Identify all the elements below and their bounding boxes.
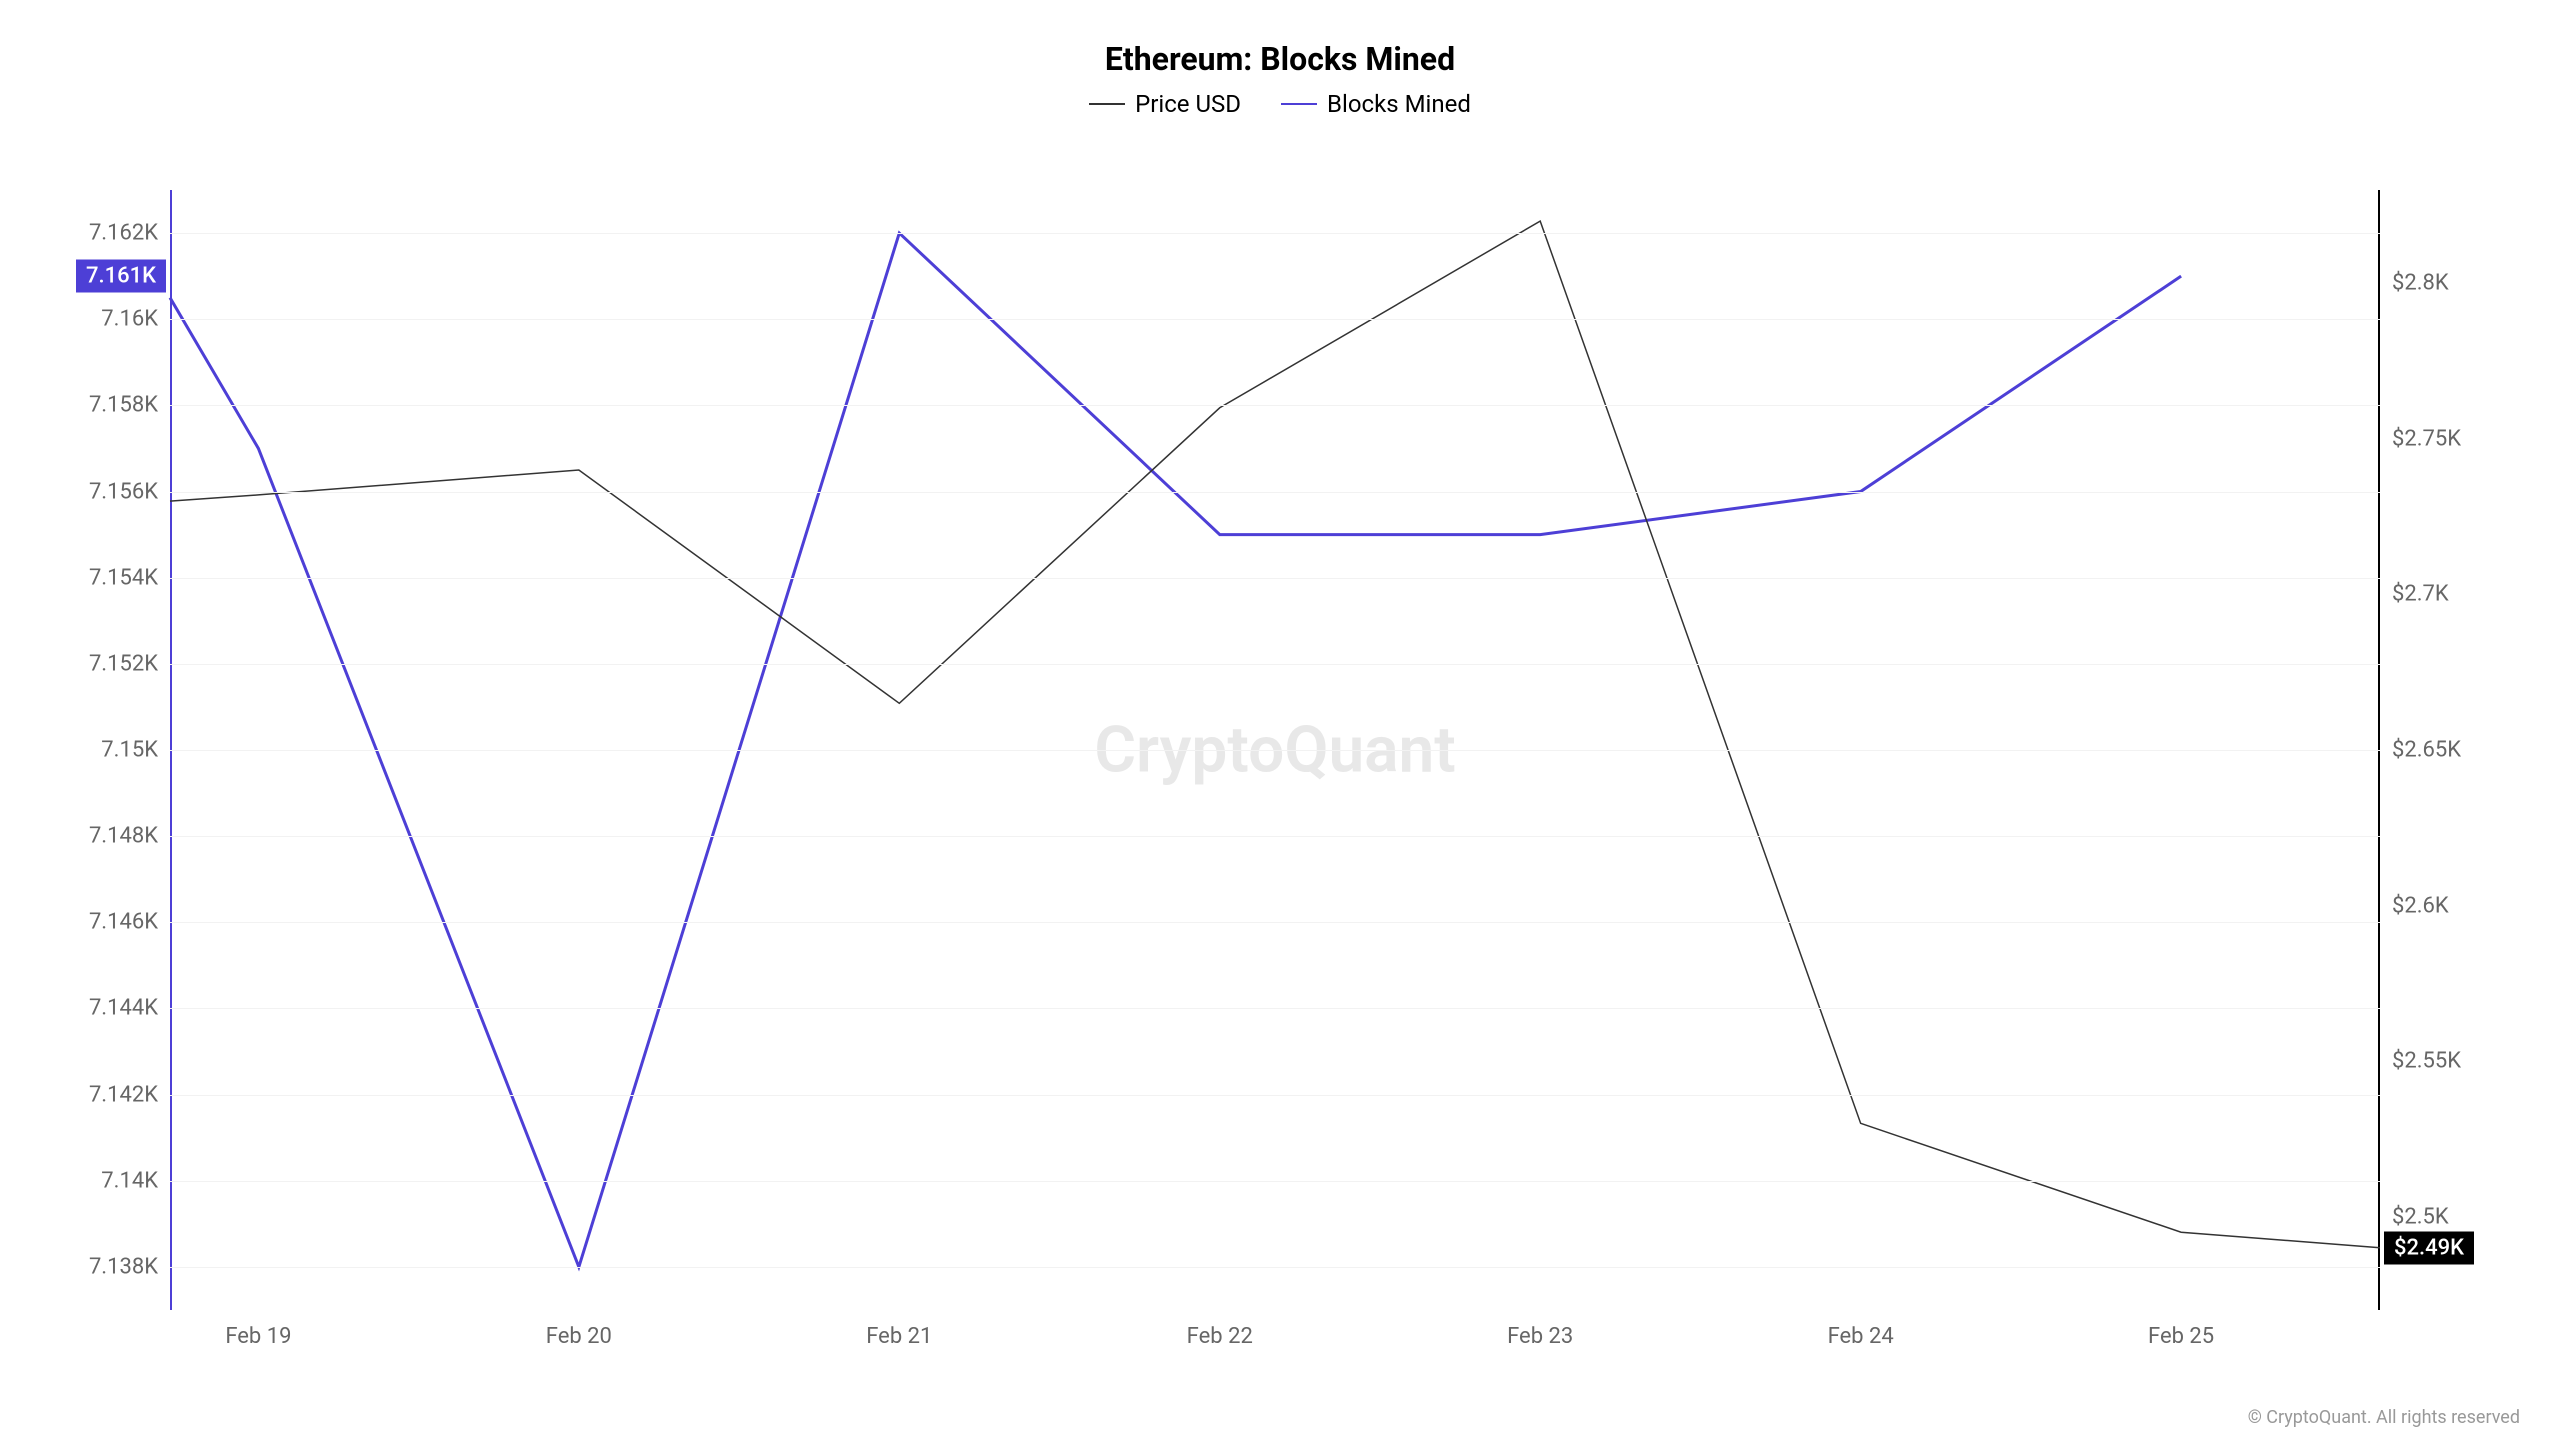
gridline bbox=[170, 1095, 2380, 1096]
legend-item-price[interactable]: Price USD bbox=[1089, 90, 1241, 118]
left-tick-label: 7.14K bbox=[101, 1168, 170, 1193]
x-tick-label: Feb 20 bbox=[546, 1310, 612, 1349]
right-tick-label: $2.6K bbox=[2380, 893, 2449, 918]
plot-area: CryptoQuant 7.138K7.14K7.142K7.144K7.146… bbox=[170, 190, 2380, 1310]
chart-container: Ethereum: Blocks Mined Price USD Blocks … bbox=[40, 40, 2520, 1400]
right-tick-label: $2.75K bbox=[2380, 426, 2461, 451]
x-tick-label: Feb 24 bbox=[1828, 1310, 1894, 1349]
left-tick-label: 7.144K bbox=[89, 996, 170, 1021]
left-tick-label: 7.158K bbox=[89, 393, 170, 418]
left-tick-label: 7.156K bbox=[89, 479, 170, 504]
legend-label: Blocks Mined bbox=[1327, 90, 1471, 118]
chart-title: Ethereum: Blocks Mined bbox=[40, 40, 2520, 78]
right-marker-badge: $2.49K bbox=[2384, 1231, 2474, 1264]
left-tick-label: 7.154K bbox=[89, 565, 170, 590]
x-tick-label: Feb 22 bbox=[1187, 1310, 1253, 1349]
gridline bbox=[170, 492, 2380, 493]
gridline bbox=[170, 1008, 2380, 1009]
right-tick-label: $2.5K bbox=[2380, 1204, 2449, 1229]
copyright: © CryptoQuant. All rights reserved bbox=[2248, 1407, 2520, 1428]
x-tick-label: Feb 19 bbox=[225, 1310, 291, 1349]
gridline bbox=[170, 836, 2380, 837]
right-tick-label: $2.8K bbox=[2380, 271, 2449, 296]
gridline bbox=[170, 750, 2380, 751]
left-tick-label: 7.138K bbox=[89, 1254, 170, 1279]
left-tick-label: 7.162K bbox=[89, 221, 170, 246]
left-tick-label: 7.146K bbox=[89, 910, 170, 935]
gridline bbox=[170, 922, 2380, 923]
right-tick-label: $2.7K bbox=[2380, 582, 2449, 607]
legend-item-blocks[interactable]: Blocks Mined bbox=[1281, 90, 1471, 118]
left-tick-label: 7.16K bbox=[101, 307, 170, 332]
gridline bbox=[170, 1267, 2380, 1268]
left-marker-badge: 7.161K bbox=[76, 260, 166, 293]
legend-swatch-price bbox=[1089, 103, 1125, 105]
x-tick-label: Feb 25 bbox=[2148, 1310, 2214, 1349]
legend-label: Price USD bbox=[1135, 90, 1241, 118]
left-tick-label: 7.15K bbox=[101, 738, 170, 763]
gridline bbox=[170, 664, 2380, 665]
gridline bbox=[170, 578, 2380, 579]
left-tick-label: 7.148K bbox=[89, 824, 170, 849]
right-tick-label: $2.55K bbox=[2380, 1049, 2461, 1074]
x-tick-label: Feb 23 bbox=[1507, 1310, 1573, 1349]
gridline bbox=[170, 405, 2380, 406]
x-tick-label: Feb 21 bbox=[866, 1310, 932, 1349]
gridline bbox=[170, 233, 2380, 234]
right-tick-label: $2.65K bbox=[2380, 738, 2461, 763]
left-tick-label: 7.152K bbox=[89, 651, 170, 676]
gridline bbox=[170, 319, 2380, 320]
gridline bbox=[170, 1181, 2380, 1182]
legend-swatch-blocks bbox=[1281, 103, 1317, 105]
left-tick-label: 7.142K bbox=[89, 1082, 170, 1107]
legend: Price USD Blocks Mined bbox=[40, 90, 2520, 118]
